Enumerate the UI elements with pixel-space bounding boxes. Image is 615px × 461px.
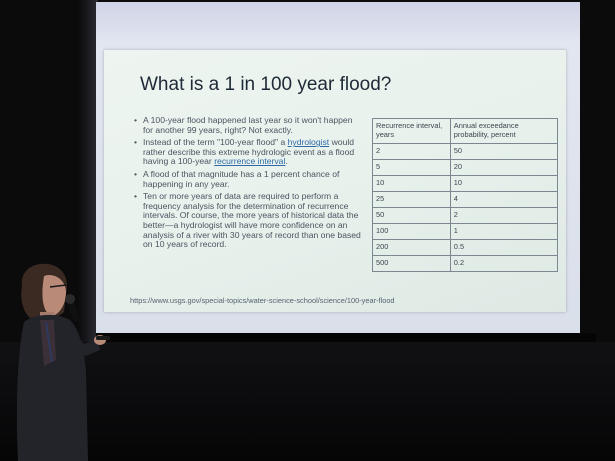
presenter-shirt [40, 320, 56, 366]
bullet-item: A flood of that magnitude has a 1 percen… [134, 168, 362, 189]
microphone-head-icon [65, 294, 75, 304]
presenter-jacket [16, 314, 89, 461]
table-row: 500 0.2 [372, 255, 559, 272]
bullet-text: A flood of that magnitude has a 1 percen… [143, 168, 340, 189]
bullet-item: Instead of the term "100-year flood" a h… [134, 137, 362, 167]
table-cell: 0.2 [449, 255, 559, 272]
glasses-icon [49, 284, 67, 288]
table-header: Annual exceedance probability, percent [449, 118, 559, 144]
bullet-item: Ten or more years of data are required t… [134, 191, 362, 250]
hydrologist-link[interactable]: hydrologist [287, 137, 330, 148]
bullet-text: . [285, 156, 288, 167]
presentation-slide: What is a 1 in 100 year flood? A 100-yea… [104, 50, 566, 312]
recurrence-interval-link[interactable]: recurrence interval [214, 156, 286, 167]
screen-bottom-bar [96, 333, 596, 343]
bullet-text: A 100-year flood happened last year so i… [143, 115, 353, 135]
bullet-text: Instead of the term "100-year flood" a [143, 137, 288, 148]
source-url: https://www.usgs.gov/special-topics/wate… [130, 296, 395, 305]
table-header: Recurrence interval, years [372, 118, 451, 144]
table-header-row: Recurrence interval, years Annual exceed… [372, 118, 559, 144]
table-row: 50 2 [372, 207, 559, 224]
lanyard [45, 321, 53, 363]
microphone-icon [67, 300, 80, 322]
clicker-icon [96, 336, 110, 340]
table-row: 10 10 [372, 175, 559, 192]
recurrence-table: Recurrence interval, years Annual exceed… [372, 118, 559, 272]
slide-title: What is a 1 in 100 year flood? [140, 74, 392, 95]
bullet-text: Ten or more years of data are required t… [143, 191, 361, 250]
screen-shadow [78, 0, 98, 345]
bullet-text: would rather describe this extreme hydro… [143, 137, 355, 167]
stage-background [0, 342, 615, 461]
presenter-arm [64, 324, 100, 356]
bullet-list: A 100-year flood happened last year so i… [134, 115, 362, 253]
bullet-item: A 100-year flood happened last year so i… [134, 115, 362, 135]
table-row: 200 0.5 [372, 239, 559, 256]
